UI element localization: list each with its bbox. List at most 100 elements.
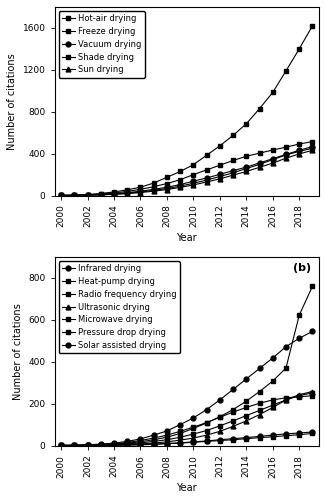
Radio frequency drying bbox=[191, 431, 195, 437]
Infrared drying bbox=[191, 415, 195, 421]
Vacuum drying bbox=[218, 172, 222, 177]
Hot-air drying bbox=[231, 132, 235, 138]
Solar assisted drying bbox=[86, 442, 90, 448]
Infrared drying bbox=[258, 366, 261, 372]
Pressure drop drying bbox=[205, 438, 209, 444]
Microwave drying bbox=[152, 435, 156, 441]
Sun drying bbox=[205, 179, 209, 185]
Shade drying bbox=[112, 191, 116, 197]
Infrared drying bbox=[205, 406, 209, 412]
Freeze drying bbox=[72, 192, 76, 198]
Pressure drop drying bbox=[125, 442, 129, 448]
Vacuum drying bbox=[258, 160, 261, 166]
Radio frequency drying bbox=[139, 440, 142, 446]
Sun drying bbox=[191, 182, 195, 188]
Heat-pump drying bbox=[271, 378, 275, 384]
Pressure drop drying bbox=[72, 442, 76, 448]
Radio frequency drying bbox=[258, 408, 261, 414]
Hot-air drying bbox=[139, 184, 142, 190]
Solar assisted drying bbox=[271, 432, 275, 438]
Sun drying bbox=[152, 188, 156, 194]
Hot-air drying bbox=[152, 180, 156, 186]
Sun drying bbox=[139, 190, 142, 196]
Pressure drop drying bbox=[297, 432, 301, 438]
Radio frequency drying bbox=[72, 442, 76, 448]
Infrared drying bbox=[112, 440, 116, 446]
Radio frequency drying bbox=[86, 442, 90, 448]
Infrared drying bbox=[218, 397, 222, 403]
Pressure drop drying bbox=[284, 432, 288, 438]
Pressure drop drying bbox=[271, 434, 275, 440]
Hot-air drying bbox=[86, 192, 90, 198]
Solar assisted drying bbox=[125, 442, 129, 448]
Solar assisted drying bbox=[178, 440, 182, 446]
Sun drying bbox=[244, 168, 248, 174]
Hot-air drying bbox=[244, 121, 248, 127]
Vacuum drying bbox=[205, 175, 209, 181]
Infrared drying bbox=[310, 328, 314, 334]
Ultrasonic drying bbox=[59, 442, 63, 448]
Shade drying bbox=[72, 192, 76, 198]
Sun drying bbox=[125, 190, 129, 196]
Heat-pump drying bbox=[191, 426, 195, 432]
Radio frequency drying bbox=[284, 397, 288, 403]
Solar assisted drying bbox=[99, 442, 103, 448]
Sun drying bbox=[231, 172, 235, 178]
Vacuum drying bbox=[112, 190, 116, 196]
Vacuum drying bbox=[59, 192, 63, 198]
Microwave drying bbox=[244, 404, 248, 410]
Radio frequency drying bbox=[271, 402, 275, 408]
Microwave drying bbox=[218, 414, 222, 420]
Hot-air drying bbox=[205, 152, 209, 158]
Freeze drying bbox=[165, 180, 169, 186]
Radio frequency drying bbox=[59, 442, 63, 448]
Shade drying bbox=[139, 189, 142, 195]
Ultrasonic drying bbox=[125, 442, 129, 448]
Microwave drying bbox=[205, 420, 209, 426]
Heat-pump drying bbox=[178, 430, 182, 436]
Heat-pump drying bbox=[297, 312, 301, 318]
Shade drying bbox=[86, 192, 90, 198]
Freeze drying bbox=[99, 191, 103, 197]
Sun drying bbox=[297, 151, 301, 157]
Infrared drying bbox=[297, 336, 301, 342]
Freeze drying bbox=[112, 190, 116, 196]
Vacuum drying bbox=[284, 152, 288, 158]
Freeze drying bbox=[59, 192, 63, 198]
Line: Hot-air drying: Hot-air drying bbox=[59, 24, 315, 198]
Vacuum drying bbox=[244, 164, 248, 170]
Sun drying bbox=[86, 192, 90, 198]
Shade drying bbox=[271, 156, 275, 162]
Radio frequency drying bbox=[112, 442, 116, 448]
Vacuum drying bbox=[271, 156, 275, 162]
Radio frequency drying bbox=[244, 412, 248, 418]
Radio frequency drying bbox=[310, 390, 314, 396]
Pressure drop drying bbox=[218, 438, 222, 444]
Infrared drying bbox=[139, 436, 142, 442]
Ultrasonic drying bbox=[231, 424, 235, 430]
Microwave drying bbox=[284, 395, 288, 401]
Ultrasonic drying bbox=[218, 428, 222, 434]
Hot-air drying bbox=[284, 68, 288, 74]
Vacuum drying bbox=[191, 178, 195, 184]
Hot-air drying bbox=[258, 106, 261, 112]
Microwave drying bbox=[139, 438, 142, 444]
Sun drying bbox=[99, 192, 103, 198]
Vacuum drying bbox=[72, 192, 76, 198]
Heat-pump drying bbox=[152, 436, 156, 442]
Line: Solar assisted drying: Solar assisted drying bbox=[59, 430, 315, 448]
Heat-pump drying bbox=[59, 442, 63, 448]
Vacuum drying bbox=[178, 182, 182, 188]
Y-axis label: Number of citations: Number of citations bbox=[13, 303, 23, 400]
Radio frequency drying bbox=[178, 434, 182, 440]
Ultrasonic drying bbox=[205, 432, 209, 438]
Microwave drying bbox=[297, 394, 301, 400]
Solar assisted drying bbox=[165, 440, 169, 446]
Shade drying bbox=[152, 188, 156, 194]
Solar assisted drying bbox=[191, 439, 195, 445]
Radio frequency drying bbox=[218, 423, 222, 429]
Infrared drying bbox=[178, 422, 182, 428]
Microwave drying bbox=[165, 432, 169, 438]
Shade drying bbox=[125, 190, 129, 196]
Solar assisted drying bbox=[244, 434, 248, 440]
